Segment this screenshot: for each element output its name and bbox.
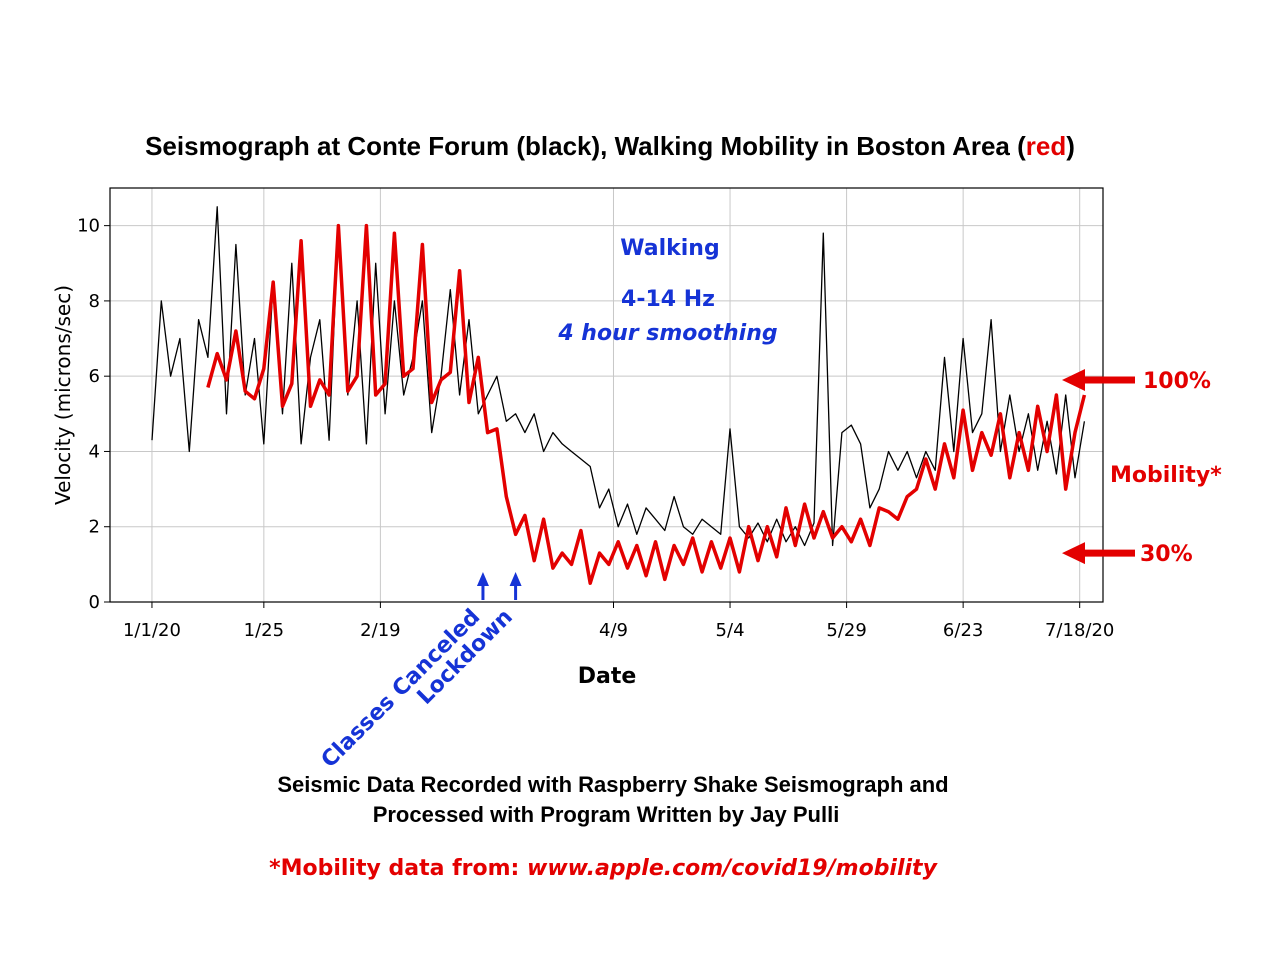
x-tick-label: 1/25	[244, 620, 284, 641]
y-tick-label: 2	[89, 517, 100, 538]
level-30-arrow	[1062, 542, 1135, 565]
x-axis-ticks: 1/1/20 1/25 2/19 4/9 5/4 5/29 6/23 7/18/20	[123, 602, 1114, 641]
y-tick-label: 10	[77, 216, 100, 237]
seismograph-series-line	[151, 206, 1086, 547]
event-label: Classes Canceled	[317, 605, 485, 773]
footer-line-1: Seismic Data Recorded with Raspberry Sha…	[277, 772, 948, 797]
level-100-arrow	[1062, 368, 1135, 391]
walking-annotation: Walking	[620, 236, 719, 261]
event-arrow-head	[476, 572, 489, 586]
event-arrow-head	[509, 572, 522, 586]
y-axis-label: Velocity (microns/sec)	[51, 285, 75, 505]
title-part-red: red	[1026, 131, 1066, 161]
footer-line-2: Processed with Program Written by Jay Pu…	[373, 802, 840, 827]
x-tick-label: 6/23	[943, 620, 983, 641]
title-part-close: )	[1066, 131, 1075, 161]
y-axis-ticks: 0 2 4 6 8 10	[77, 216, 110, 613]
x-tick-label: 7/18/20	[1045, 620, 1114, 641]
level-100-label: 100%	[1143, 369, 1211, 394]
x-tick-label: 5/29	[826, 620, 866, 641]
frequency-band-annotation: 4-14 Hz	[621, 287, 715, 312]
y-tick-label: 6	[89, 366, 100, 387]
x-axis-label: Date	[578, 664, 637, 689]
mobility-source-prefix: *Mobility data from:	[269, 856, 527, 881]
title-part-1: Seismograph at Conte Forum (black), Walk…	[145, 131, 1026, 161]
chart-title: Seismograph at Conte Forum (black), Walk…	[145, 131, 1075, 161]
mobility-source-line: *Mobility data from: www.apple.com/covid…	[269, 856, 938, 881]
level-100-arrow-head	[1062, 368, 1085, 391]
grid-lines	[110, 188, 1103, 603]
mobility-label: Mobility*	[1110, 463, 1222, 488]
mobility-series-line	[206, 223, 1087, 585]
y-tick-label: 8	[89, 291, 100, 312]
y-tick-label: 4	[89, 441, 100, 462]
smoothing-annotation: 4 hour smoothing	[557, 321, 777, 346]
x-tick-label: 4/9	[599, 620, 628, 641]
x-tick-label: 5/4	[716, 620, 745, 641]
x-tick-label: 2/19	[360, 620, 400, 641]
level-30-arrow-head	[1062, 542, 1085, 565]
level-30-label: 30%	[1140, 542, 1193, 567]
x-tick-label: 1/1/20	[123, 620, 181, 641]
y-tick-label: 0	[89, 592, 100, 613]
mobility-source-url: www.apple.com/covid19/mobility	[527, 856, 939, 881]
plot-frame	[109, 187, 1104, 603]
